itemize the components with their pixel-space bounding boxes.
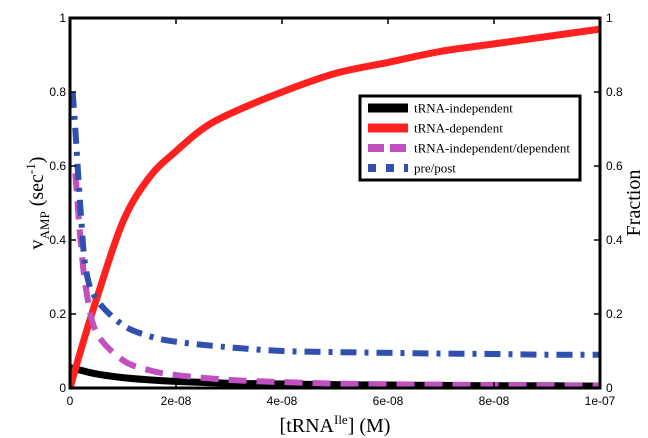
y-right-tick-label: 0.6	[606, 159, 623, 173]
y-left-tick-label: 0.2	[49, 307, 66, 321]
plot-frame	[68, 16, 602, 390]
x-tick-label: 6e-08	[373, 394, 404, 408]
y-left-axis-title: vAMP (sec-1)	[23, 157, 52, 250]
y-right-axis-title: Fraction	[623, 170, 645, 237]
series-layer	[70, 25, 600, 388]
y-left-tick-label: 0.4	[49, 233, 66, 247]
legend-label: pre/post	[414, 161, 456, 176]
legend-label: tRNA-independent	[414, 101, 513, 116]
x-tick-label: 0	[67, 394, 74, 408]
legend-entries: tRNA-independent tRNA-dependent tRNA-indep…	[368, 101, 570, 176]
y-right-tick-label: 0.2	[606, 307, 623, 321]
x-tick-label: 1e-07	[585, 394, 616, 408]
x-tick-label: 4e-08	[267, 394, 298, 408]
x-axis-title: [tRNAIle] (M)	[280, 412, 391, 437]
series-line-2	[72, 173, 600, 388]
series-line-1	[70, 25, 600, 388]
tick-layer: 0 2e-08 4e-08 6e-08 8e-08 1e-0700.20.40.60.81…	[49, 11, 623, 408]
y-left-tick-label: 1	[59, 11, 66, 25]
legend-label: tRNA-dependent	[414, 121, 503, 136]
y-right-tick-label: 1	[606, 11, 613, 25]
y-left-tick-label: 0	[59, 381, 66, 395]
x-tick-label: 8e-08	[479, 394, 510, 408]
x-tick-label: 2e-08	[161, 394, 192, 408]
legend: tRNA-independent tRNA-dependent tRNA-indep…	[358, 94, 582, 182]
y-right-tick-label: 0.4	[606, 233, 623, 247]
y-right-tick-label: 0	[606, 381, 613, 395]
y-left-tick-label: 0.8	[49, 85, 66, 99]
y-right-tick-label: 0.8	[606, 85, 623, 99]
y-left-tick-label: 0.6	[49, 159, 66, 173]
legend-label: tRNA-independent/dependent	[414, 141, 570, 156]
